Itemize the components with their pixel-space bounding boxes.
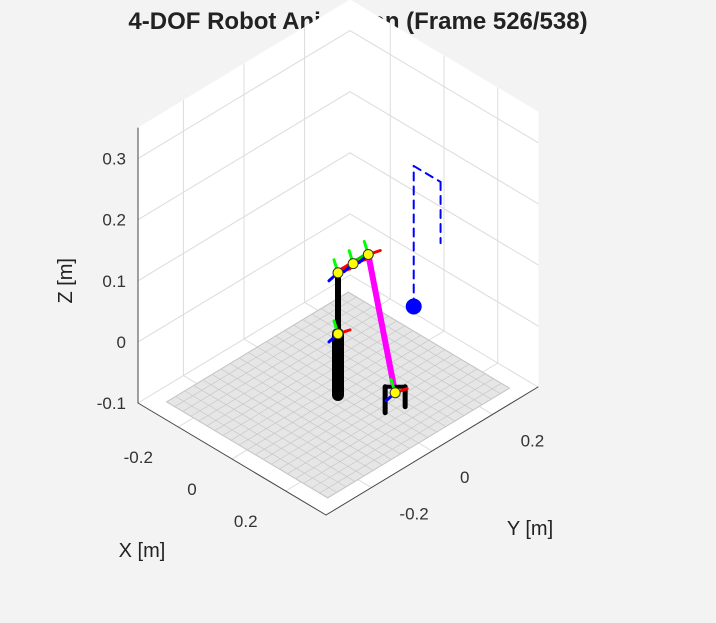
ground-grid-line: [284, 330, 447, 427]
ground-grid-line: [254, 344, 438, 456]
y-tick-label: -0.2: [399, 505, 428, 524]
ground-grid-line: [302, 319, 465, 416]
ground-grid-line: [270, 354, 454, 465]
ground-grid-line: [275, 335, 438, 433]
ground-grid-line: [266, 341, 429, 438]
joint-marker: [332, 328, 344, 340]
joint-marker: [389, 387, 401, 399]
z-tick-label: 0.2: [102, 211, 126, 230]
ground-grid-line: [287, 363, 470, 475]
z-tick-label: 0.3: [102, 150, 126, 169]
ground-grid-line: [295, 368, 478, 480]
joint-marker: [332, 267, 344, 279]
ground-grid-line: [320, 308, 483, 405]
ground-grid-line: [347, 291, 510, 389]
x-tick-label: 0.2: [234, 512, 258, 531]
target-point: [405, 298, 422, 315]
ground-grid-line: [338, 297, 501, 394]
z-tick-label: -0.1: [97, 394, 126, 413]
robot-arm: [327, 164, 442, 416]
x-tick-label: 0: [187, 480, 196, 499]
tick-labels: -0.1 0 0.1 0.2 0.3 -0.2 0 0.2 -0.2 0 0.2: [97, 150, 545, 531]
z-axis-label: Z [m]: [55, 258, 77, 304]
x-tick-label: -0.2: [124, 448, 153, 467]
y-axis-label: Y [m]: [507, 518, 553, 540]
y-tick-label: 0: [460, 468, 469, 487]
ground-grid-line: [311, 378, 494, 489]
ground-grid-line: [279, 358, 462, 470]
joint-marker: [347, 258, 359, 270]
ground-grid-line: [303, 373, 486, 484]
ground-grid-line: [319, 382, 502, 494]
ground-grid-line: [327, 387, 510, 499]
ground-grid-line: [262, 349, 446, 460]
x-axis-line: [137, 402, 327, 516]
ground-grid-line: [329, 302, 492, 400]
y-axis-line: [325, 386, 539, 516]
z-tick-label: 0.1: [102, 272, 126, 291]
y-tick-label: 0.2: [521, 431, 545, 450]
ground-grid-line: [293, 324, 456, 422]
axis-labels: X [m] Y [m] Z [m]: [55, 258, 553, 562]
robot-link-4: [365, 251, 399, 396]
x-axis-label: X [m]: [119, 540, 166, 562]
joint-marker: [362, 248, 374, 260]
target-horizontal-line: [412, 164, 442, 183]
z-tick-label: 0: [117, 333, 126, 352]
